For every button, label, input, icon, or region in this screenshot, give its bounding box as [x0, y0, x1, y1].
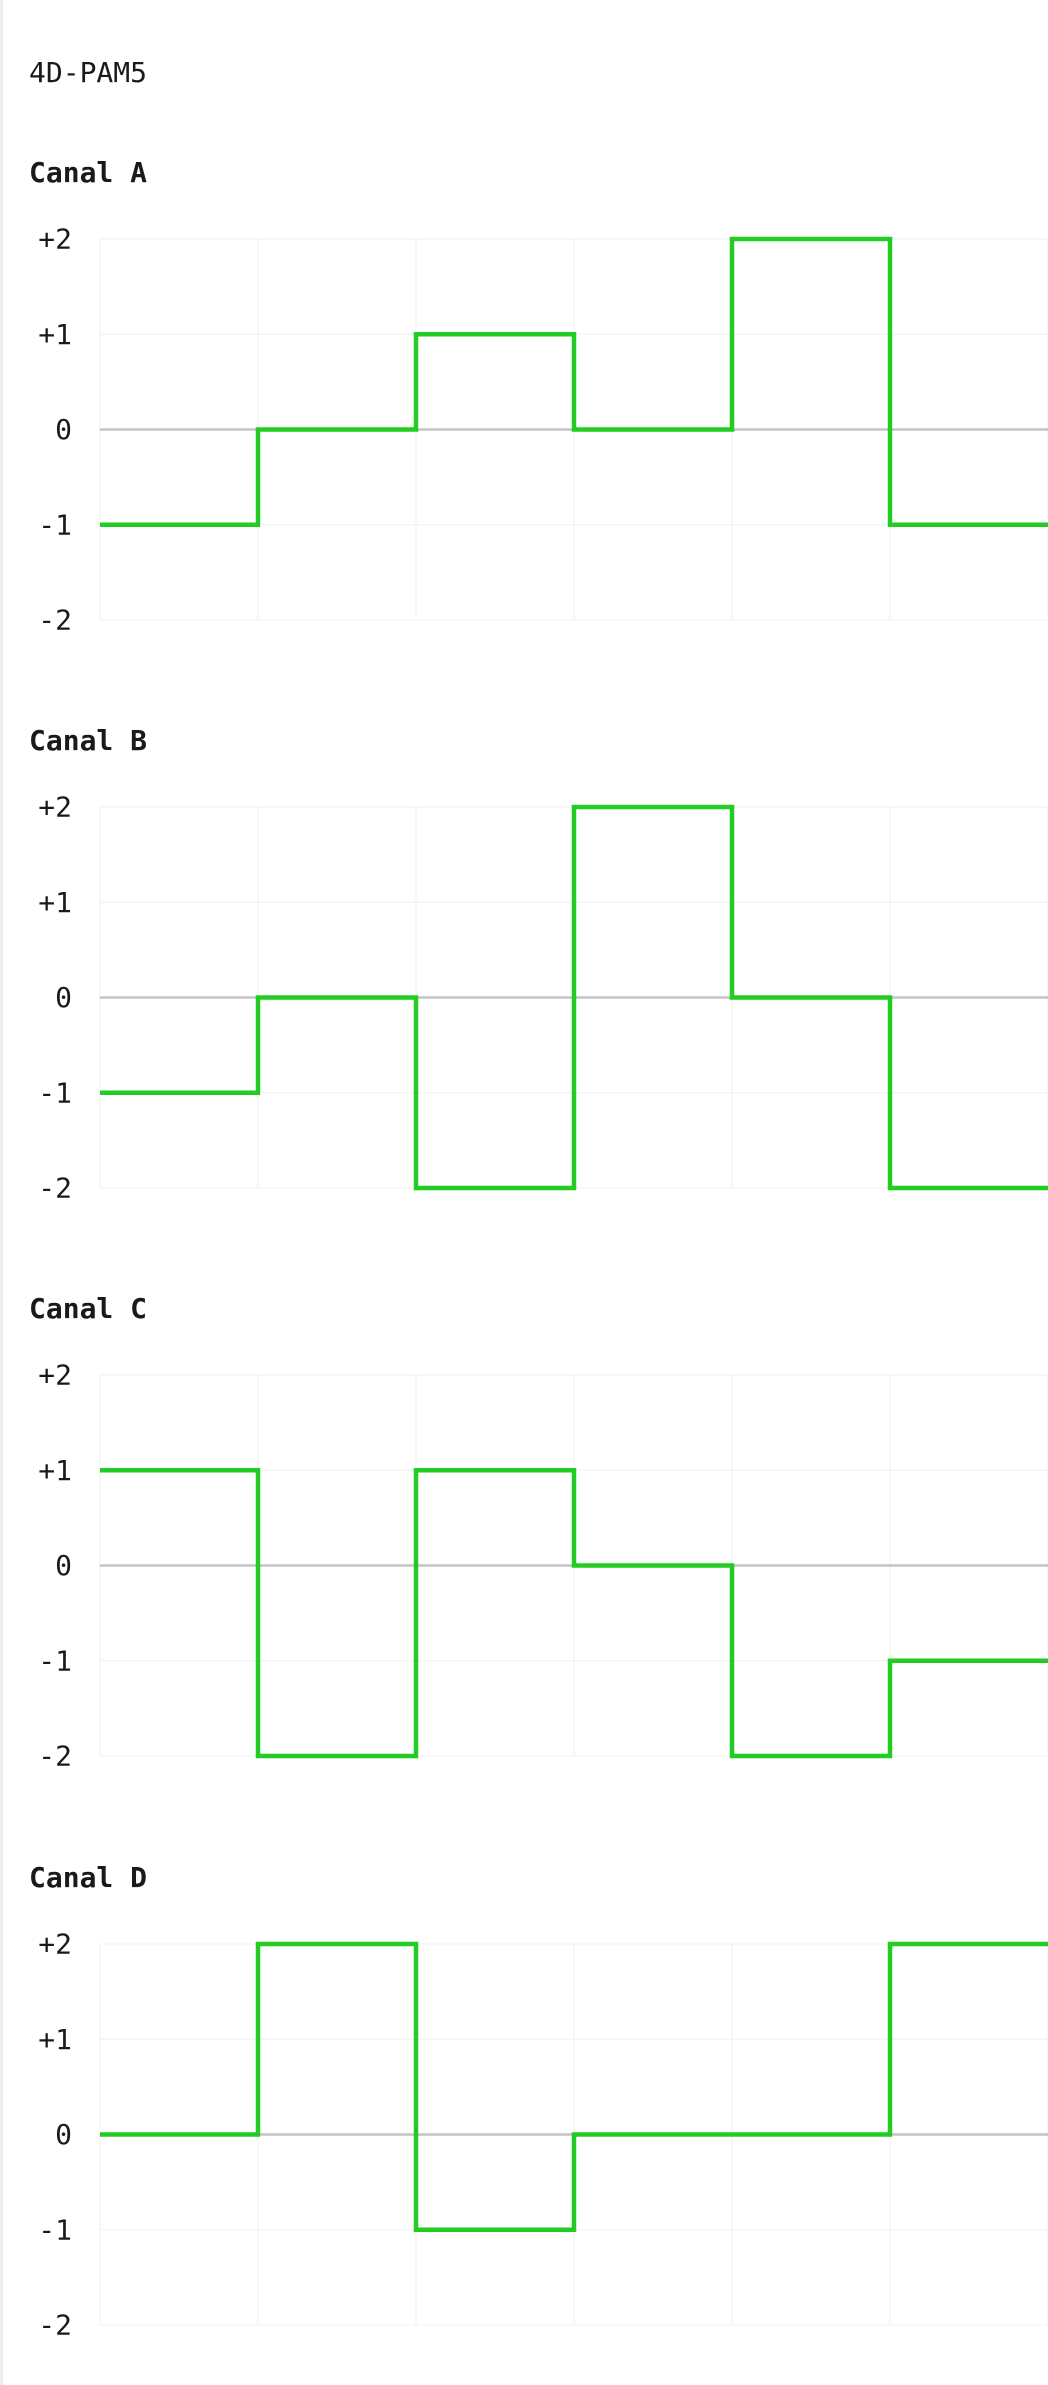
symbol-level-mark — [574, 2132, 732, 2138]
x-tick-label: 11110111 — [270, 2339, 405, 2341]
symbol-level-mark — [416, 2227, 574, 2233]
y-tick-label: 0 — [55, 981, 72, 1014]
x-tick-label: 11110111 — [270, 1770, 405, 1772]
x-tick-label: 11110110 — [744, 634, 879, 636]
x-tick-label: 10010100 — [428, 2339, 563, 2341]
symbol-level-mark — [574, 427, 732, 433]
x-tick-label: 01001100 — [112, 1202, 247, 1204]
y-tick-label: 0 — [55, 2118, 72, 2151]
channel-b-chart: Canal B +2 +1 0 -1 -2 01001100 11110111 1001010… — [0, 723, 1048, 1203]
x-tick-label: 00000000 — [586, 1202, 721, 1204]
symbol-level-mark — [732, 1753, 890, 1759]
x-tick-label: 11111111 — [902, 2339, 1037, 2341]
symbol-level-mark — [890, 1185, 1048, 1191]
x-tick-label: 11111111 — [902, 634, 1037, 636]
symbol-level-mark — [258, 995, 416, 1001]
x-tick-label: 10010100 — [428, 1770, 563, 1772]
x-tick-label: 11110110 — [744, 1770, 879, 1772]
y-tick-label: -1 — [38, 1644, 72, 1677]
y-tick-label: -1 — [38, 2213, 72, 2246]
y-tick-label: 0 — [55, 1549, 72, 1582]
y-tick-label: 0 — [55, 413, 72, 446]
channel-b-title: Canal B — [29, 724, 148, 757]
x-tick-label: 11110110 — [744, 2339, 879, 2341]
channel-c-title: Canal C — [29, 1292, 148, 1325]
y-tick-label: -2 — [38, 1740, 72, 1772]
y-tick-label: -1 — [38, 1076, 72, 1109]
page-title: 4D-PAM5 — [29, 56, 148, 89]
symbol-level-mark — [890, 1658, 1048, 1664]
channel-d-signal-line — [100, 1941, 1048, 2232]
channel-a-signal-line — [100, 236, 1048, 527]
y-tick-label: +2 — [38, 791, 72, 824]
x-tick-label: 00000000 — [586, 1770, 721, 1772]
x-tick-label: 00000000 — [586, 634, 721, 636]
x-tick-label: 11110111 — [270, 1202, 405, 1204]
channel-c-plot: +2 +1 0 -1 -2 01001100 11110111 10010100 0000000… — [38, 1359, 1048, 1772]
channel-c-signal-line — [100, 1468, 1048, 1759]
symbol-level-mark — [416, 1185, 574, 1191]
symbol-level-mark — [732, 995, 890, 1001]
symbol-level-mark — [100, 2132, 258, 2138]
channel-a-plot: +2 +1 0 -1 -2 01001100 11110111 10010100 0000000… — [38, 223, 1048, 636]
x-tick-label: 11111111 — [902, 1202, 1037, 1204]
x-tick-label: 00000000 — [586, 2339, 721, 2341]
x-tick-label: 10010100 — [428, 634, 563, 636]
symbol-level-mark — [100, 1090, 258, 1096]
symbol-level-mark — [890, 522, 1048, 528]
y-tick-label: +1 — [38, 318, 72, 351]
left-border — [0, 0, 3, 2385]
y-tick-label: +1 — [38, 1454, 72, 1487]
y-tick-label: -2 — [38, 2309, 72, 2341]
channel-b-signal-line — [100, 804, 1048, 1191]
symbol-level-mark — [574, 804, 732, 810]
y-tick-label: -2 — [38, 604, 72, 636]
y-tick-label: +2 — [38, 1359, 72, 1392]
y-tick-label: +1 — [38, 2023, 72, 2056]
symbol-level-mark — [416, 331, 574, 337]
y-tick-label: +1 — [38, 886, 72, 919]
symbol-level-mark — [100, 522, 258, 528]
y-tick-label: -1 — [38, 508, 72, 541]
symbol-level-mark — [574, 1563, 732, 1569]
symbol-level-mark — [100, 1467, 258, 1473]
y-tick-label: -2 — [38, 1172, 72, 1204]
x-tick-label: 01001100 — [112, 2339, 247, 2341]
symbol-level-mark — [890, 1941, 1048, 1947]
channel-d-chart: Canal D +2 +1 0 -1 -2 01001100 11110111 1001010… — [0, 1860, 1048, 2340]
channel-a-title: Canal A — [29, 156, 148, 189]
x-tick-label: 01001100 — [112, 634, 247, 636]
symbol-level-mark — [732, 2132, 890, 2138]
symbol-level-mark — [258, 1941, 416, 1947]
symbol-level-mark — [732, 236, 890, 242]
symbol-level-mark — [258, 1753, 416, 1759]
y-tick-label: +2 — [38, 223, 72, 256]
x-tick-label: 11110110 — [744, 1202, 879, 1204]
channel-d-title: Canal D — [29, 1861, 148, 1894]
channel-a-chart: Canal A +2 +1 0 -1 -2 01001100 11110111 1001010… — [0, 155, 1048, 635]
channel-d-plot: +2 +1 0 -1 -2 01001100 11110111 10010100 0000000… — [38, 1928, 1048, 2341]
x-tick-label: 11110111 — [270, 634, 405, 636]
x-tick-label: 01001100 — [112, 1770, 247, 1772]
channel-c-chart: Canal C +2 +1 0 -1 -2 01001100 11110111 1001010… — [0, 1291, 1048, 1771]
channel-b-plot: +2 +1 0 -1 -2 01001100 11110111 10010100 0000000… — [38, 791, 1048, 1204]
symbol-level-mark — [416, 1467, 574, 1473]
x-tick-label: 10010100 — [428, 1202, 563, 1204]
symbol-level-mark — [258, 427, 416, 433]
y-tick-label: +2 — [38, 1928, 72, 1961]
x-tick-label: 11111111 — [902, 1770, 1037, 1772]
